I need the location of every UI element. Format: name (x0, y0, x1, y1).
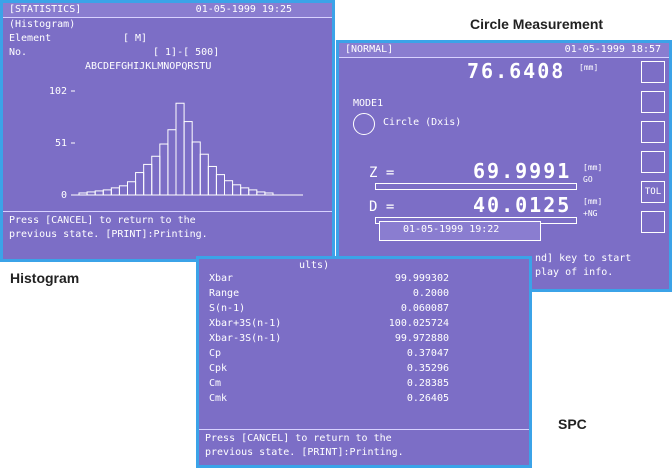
d-unit: [mm] (583, 197, 602, 206)
y-tick-label: 51 (55, 138, 67, 149)
side-text: nd] key to start (535, 253, 631, 264)
mode: MODE1 (353, 98, 383, 109)
spc-label: Range (209, 288, 239, 299)
shape: Circle (Dxis) (383, 117, 461, 128)
bar (208, 166, 216, 195)
spc-screen: ults) Xbar 99.999302 Range 0.2000 S(n-1) 0.06… (196, 256, 532, 468)
no-label: No. (9, 47, 27, 58)
bar (184, 122, 192, 195)
z-label: Z = (369, 165, 394, 181)
bar (160, 144, 168, 195)
z-status: GO (583, 175, 593, 184)
bar (144, 164, 152, 195)
circle-screen: [NORMAL] 01-05-1999 18:57 76.6408 [mm] M… (336, 40, 672, 292)
histogram-screen: [STATISTICS] 01-05-1999 19:25 (Histogram… (0, 0, 335, 262)
caption: SPC (558, 416, 587, 432)
bar (249, 190, 257, 195)
d-label: D = (369, 199, 394, 215)
bar (216, 175, 224, 195)
header: [STATISTICS] (9, 4, 81, 15)
spc-value: 99.999302 (395, 273, 449, 284)
divider (199, 429, 529, 430)
spc-label: Cp (209, 348, 221, 359)
footer: Press [CANCEL] to return to the (205, 433, 392, 444)
button[interactable] (641, 211, 665, 233)
bar (233, 185, 241, 195)
bar (111, 188, 119, 195)
bar (168, 130, 176, 195)
datetime: 01-05-1999 18:57 (565, 44, 661, 55)
spc-label: Cm (209, 378, 221, 389)
button[interactable] (641, 61, 665, 83)
bar (136, 173, 144, 195)
y-tick-label: 0 (61, 190, 67, 201)
letters: ABCDEFGHIJKLMNOPQRSTU (85, 61, 211, 72)
divider (3, 211, 332, 212)
bar (95, 191, 103, 195)
d-value: 40.0125 (473, 193, 571, 217)
side-text: play of info. (535, 267, 613, 278)
bar (152, 156, 160, 195)
sub-datetime: 01-05-1999 19:22 (403, 224, 499, 235)
bar (87, 192, 95, 195)
d-status: +NG (583, 209, 597, 218)
footer: previous state. [PRINT]:Printing. (205, 447, 404, 458)
y-tick-label: 102 (49, 86, 67, 97)
button-column: TOL (641, 61, 667, 261)
bar (128, 182, 136, 195)
screenshot: [NORMAL] 01-05-1999 18:57 76.6408 [mm] M… (0, 0, 672, 468)
main-value: 76.6408 (467, 59, 565, 83)
bar (241, 188, 249, 195)
bar (192, 142, 200, 195)
spc-value: 0.060087 (401, 303, 449, 314)
z-value: 69.9991 (473, 159, 571, 183)
button[interactable] (641, 91, 665, 113)
spc-label: Cmk (209, 393, 227, 404)
spc-value: 100.025724 (389, 318, 449, 329)
bar (265, 193, 273, 195)
mode: (Histogram) (9, 19, 75, 30)
spc-value: 0.35296 (407, 363, 449, 374)
spc-label: Xbar-3S(n-1) (209, 333, 281, 344)
bar (225, 181, 233, 195)
spc-label: S(n-1) (209, 303, 245, 314)
button[interactable] (641, 121, 665, 143)
spc-label: Xbar+3S(n-1) (209, 318, 281, 329)
z-unit: [mm] (583, 163, 602, 172)
spc-value: 0.2000 (413, 288, 449, 299)
spc-label: Xbar (209, 273, 233, 284)
spc-value: 0.37047 (407, 348, 449, 359)
main-unit: [mm] (579, 63, 598, 72)
spc-value: 0.28385 (407, 378, 449, 389)
spc-value: 0.26405 (407, 393, 449, 404)
circle-icon (353, 113, 375, 135)
bar (200, 154, 208, 195)
bar (79, 193, 87, 195)
header: ults) (299, 260, 329, 271)
z-gauge (375, 183, 577, 190)
element-label: Element (9, 33, 51, 44)
button[interactable]: TOL (641, 181, 665, 203)
no-value: [ 1]-[ 500] (153, 47, 219, 58)
spc-value: 99.972880 (395, 333, 449, 344)
spc-label: Cpk (209, 363, 227, 374)
bar (257, 192, 265, 195)
button[interactable] (641, 151, 665, 173)
histogram: 102 51 0 (3, 73, 332, 213)
element-value: [ M] (123, 33, 147, 44)
caption: Circle Measurement (470, 16, 603, 32)
bar (103, 190, 111, 195)
bar (119, 186, 127, 195)
header: [NORMAL] (345, 44, 393, 55)
footer: previous state. [PRINT]:Printing. (9, 229, 208, 240)
datetime: 01-05-1999 19:25 (196, 4, 292, 15)
bar (176, 103, 184, 195)
footer: Press [CANCEL] to return to the (9, 215, 196, 226)
caption: Histogram (10, 270, 79, 286)
